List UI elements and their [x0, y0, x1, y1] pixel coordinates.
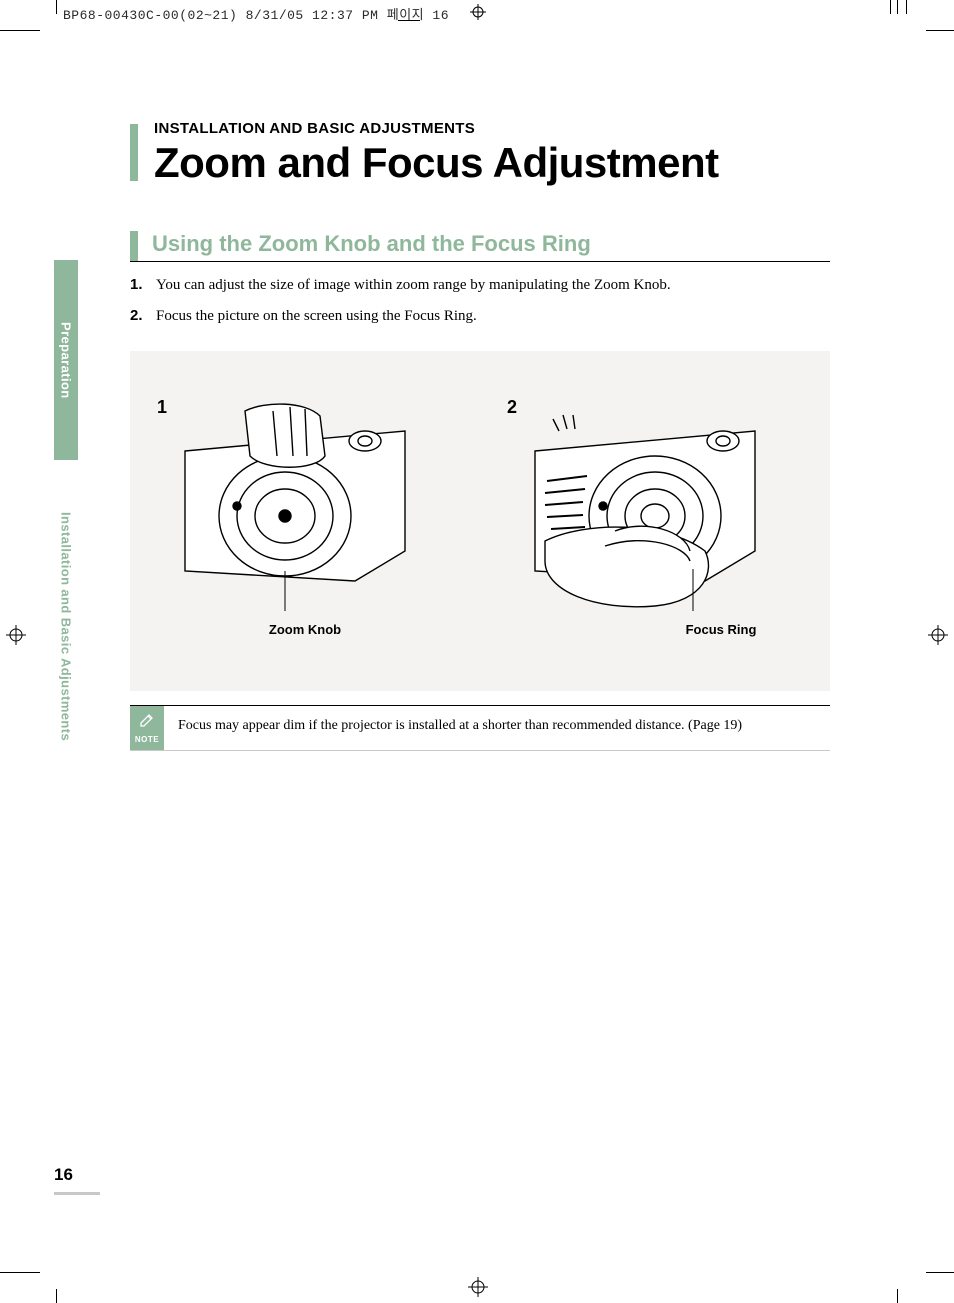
figure-panel: 1 [130, 351, 830, 691]
crop-mark [0, 1272, 40, 1273]
section-overline: INSTALLATION AND BASIC ADJUSTMENTS [154, 120, 830, 137]
pencil-note-icon [139, 712, 155, 733]
figure-zoom-knob: 1 [155, 401, 455, 621]
projector-focus-illustration [505, 401, 765, 621]
step-text: You can adjust the size of image within … [156, 274, 671, 297]
print-header: BP68-00430C-00(02~21) 8/31/05 12:37 PM 페… [63, 4, 449, 23]
side-tab-installation: Installation and Basic Adjustments [54, 492, 78, 762]
crop-mark [897, 1289, 898, 1303]
figure-caption: Focus Ring [686, 622, 757, 637]
print-header-underline [398, 20, 420, 21]
crop-mark [0, 30, 40, 31]
subsection-title: Using the Zoom Knob and the Focus Ring [152, 231, 830, 261]
page-title: Zoom and Focus Adjustment [154, 139, 830, 187]
crop-mark [926, 30, 954, 31]
page-number: 16 [54, 1165, 73, 1185]
registration-mark-icon [6, 625, 26, 645]
registration-mark-icon [468, 1277, 488, 1297]
page-content: INSTALLATION AND BASIC ADJUSTMENTS Zoom … [130, 120, 830, 751]
step-item: 1. You can adjust the size of image with… [130, 274, 830, 297]
crop-mark [56, 1289, 57, 1303]
steps-list: 1. You can adjust the size of image with… [130, 274, 830, 327]
crop-mark [926, 1272, 954, 1273]
subsection-block: Using the Zoom Knob and the Focus Ring [130, 231, 830, 262]
note-badge: NOTE [130, 706, 164, 750]
figure-number: 2 [507, 397, 517, 418]
figure-number: 1 [157, 397, 167, 418]
note-text: Focus may appear dim if the projector is… [164, 706, 830, 750]
step-text: Focus the picture on the screen using th… [156, 305, 477, 328]
note-label: NOTE [135, 735, 159, 744]
registration-mark-icon [928, 625, 948, 645]
side-tab-preparation: Preparation [54, 260, 78, 460]
projector-zoom-illustration [155, 401, 415, 621]
figure-caption: Zoom Knob [269, 622, 341, 637]
step-number: 1. [130, 274, 146, 297]
note-block: NOTE Focus may appear dim if the project… [130, 705, 830, 751]
page-number-underline [54, 1192, 100, 1195]
figure-focus-ring: 2 [505, 401, 805, 621]
registration-mark-icon [468, 2, 488, 22]
step-number: 2. [130, 305, 146, 328]
title-block: INSTALLATION AND BASIC ADJUSTMENTS Zoom … [130, 120, 830, 187]
step-item: 2. Focus the picture on the screen using… [130, 305, 830, 328]
